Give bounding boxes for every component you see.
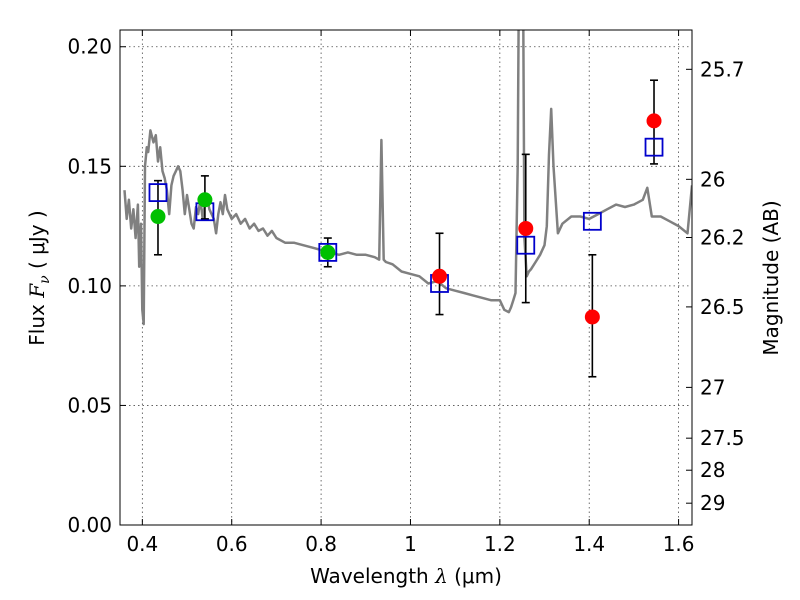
x-tick-label: 0.8: [305, 532, 337, 556]
y-tick-label: 0.05: [67, 393, 112, 417]
y2-tick-label: 29: [700, 491, 725, 515]
x-axis-label: Wavelength λ (μm): [310, 564, 502, 588]
y2-tick-label: 26.2: [700, 225, 745, 249]
model-square: [582, 211, 602, 231]
y2-tick-label: 27.5: [700, 426, 745, 450]
y-tick-label: 0.00: [67, 513, 112, 537]
y2-axis-label: Magnitude (AB): [759, 200, 783, 355]
axes: 0.4 0.6 0.8 1 1.2 1.4 1.6 0.00 0.05 0.10 0.15 0.20 2…: [67, 30, 745, 556]
y-tick-label: 0.20: [67, 35, 112, 59]
x-tick-label: 1.2: [484, 532, 516, 556]
data-point: [197, 192, 213, 208]
model-square: [318, 242, 338, 262]
x-tick-label: 0.6: [216, 532, 248, 556]
y2-tick-label: 26: [700, 167, 725, 191]
data-point: [646, 113, 662, 129]
y-tick-label: 0.15: [67, 154, 112, 178]
x-tick-label: 1.6: [663, 532, 695, 556]
plot-data: [123, 30, 692, 378]
model-square: [148, 183, 168, 203]
data-point: [518, 220, 534, 236]
y-tick-label: 0.10: [67, 274, 112, 298]
sed-line: [123, 30, 692, 326]
y-axis-label: Flux Fν ( μJy ): [25, 210, 53, 345]
model-square: [644, 137, 664, 157]
plot-frame: [119, 29, 693, 526]
data-point: [584, 309, 600, 325]
data-point: [150, 209, 166, 225]
model-square: [516, 235, 536, 255]
x-tick-label: 1: [404, 532, 417, 556]
x-tick-label: 1.4: [573, 532, 605, 556]
y2-tick-label: 27: [700, 375, 725, 399]
data-point: [432, 268, 448, 284]
y2-tick-label: 26.5: [700, 295, 745, 319]
grid-lines: [120, 30, 692, 526]
y2-tick-label: 28: [700, 458, 725, 482]
data-point: [320, 244, 336, 260]
y2-tick-label: 25.7: [700, 57, 745, 81]
x-tick-label: 0.4: [126, 532, 158, 556]
